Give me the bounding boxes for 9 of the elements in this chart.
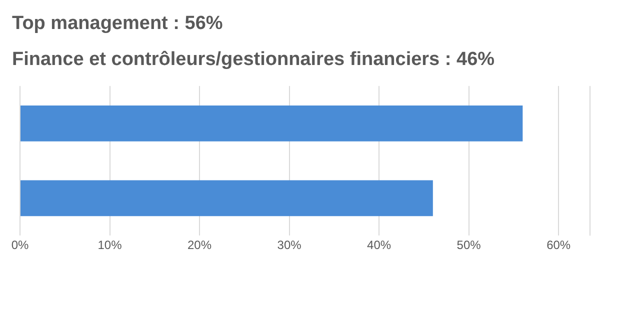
x-tick-label: 10%	[98, 238, 122, 252]
x-tick-label: 30%	[277, 238, 302, 252]
x-tick-label: 40%	[367, 238, 392, 252]
x-tick-label: 50%	[456, 238, 482, 252]
x-tick-label: 20%	[188, 238, 212, 252]
x-tick-label: 0%	[11, 238, 29, 252]
text: Top management : 56%	[12, 12, 224, 36]
x-tick-label: 60%	[546, 238, 571, 252]
text: Finance et contrôleurs/gestionnaires financiers : 46%	[12, 48, 495, 72]
